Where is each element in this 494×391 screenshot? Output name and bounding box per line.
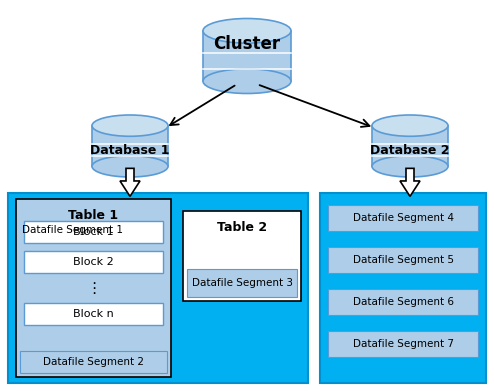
Text: Database 1: Database 1 — [90, 145, 170, 158]
FancyBboxPatch shape — [203, 31, 291, 81]
FancyBboxPatch shape — [16, 199, 171, 377]
FancyBboxPatch shape — [328, 331, 478, 357]
FancyBboxPatch shape — [328, 247, 478, 273]
Ellipse shape — [92, 115, 168, 136]
Text: Cluster: Cluster — [213, 35, 281, 53]
Text: Datafile Segment 4: Datafile Segment 4 — [353, 213, 453, 223]
FancyBboxPatch shape — [320, 193, 486, 383]
FancyBboxPatch shape — [24, 221, 163, 243]
Text: ⋮: ⋮ — [86, 280, 101, 296]
Ellipse shape — [92, 156, 168, 177]
Ellipse shape — [203, 18, 291, 43]
Text: Datafile Segment 2: Datafile Segment 2 — [43, 357, 144, 367]
Text: Table 2: Table 2 — [217, 221, 267, 234]
Polygon shape — [400, 169, 420, 196]
FancyBboxPatch shape — [187, 269, 297, 297]
FancyBboxPatch shape — [8, 193, 308, 383]
Text: Datafile Segment 7: Datafile Segment 7 — [353, 339, 453, 349]
Text: Block n: Block n — [73, 309, 114, 319]
Ellipse shape — [372, 156, 448, 177]
Text: Table 1: Table 1 — [69, 209, 119, 222]
Text: Datafile Segment 6: Datafile Segment 6 — [353, 297, 453, 307]
Text: Datafile Segment 5: Datafile Segment 5 — [353, 255, 453, 265]
Ellipse shape — [372, 115, 448, 136]
Text: Block 2: Block 2 — [73, 257, 114, 267]
FancyBboxPatch shape — [24, 251, 163, 273]
FancyBboxPatch shape — [24, 303, 163, 325]
FancyBboxPatch shape — [92, 126, 168, 166]
FancyBboxPatch shape — [328, 289, 478, 315]
FancyBboxPatch shape — [20, 351, 167, 373]
FancyBboxPatch shape — [183, 211, 301, 301]
Text: Datafile Segment 1: Datafile Segment 1 — [22, 225, 123, 235]
Polygon shape — [120, 169, 140, 196]
FancyBboxPatch shape — [328, 205, 478, 231]
FancyBboxPatch shape — [372, 126, 448, 166]
Text: Datafile Segment 3: Datafile Segment 3 — [192, 278, 292, 288]
Text: Block 1: Block 1 — [73, 227, 114, 237]
Text: Database 2: Database 2 — [370, 145, 450, 158]
Ellipse shape — [203, 69, 291, 93]
